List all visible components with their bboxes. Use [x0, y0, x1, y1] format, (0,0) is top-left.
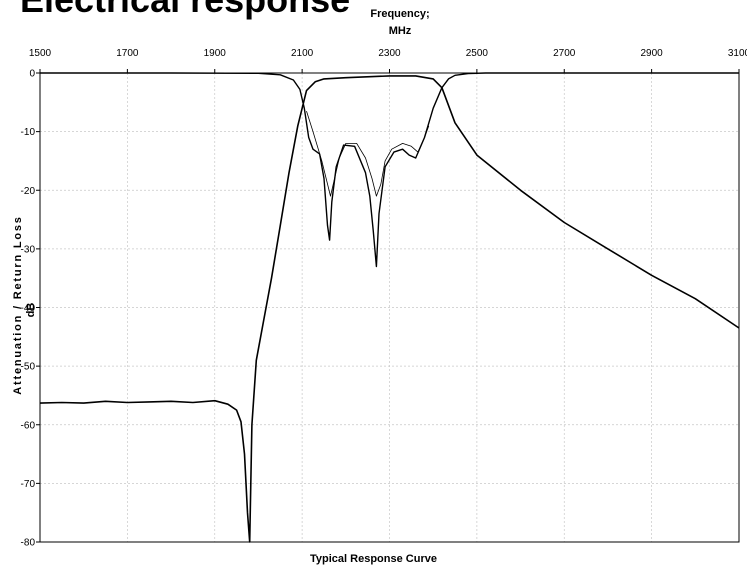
grid — [40, 73, 739, 542]
series-line-1 — [39, 75, 740, 543]
x-axis-label-line1: Frequency; — [370, 8, 430, 20]
chart-caption: Typical Response Curve — [310, 553, 437, 565]
y-tick-label: -70 — [21, 479, 36, 490]
y-tick-label: -30 — [21, 244, 36, 255]
series-lines — [39, 72, 740, 543]
series-line-3 — [306, 110, 430, 197]
x-axis-label: Frequency; MHz — [340, 6, 460, 40]
x-tick-label: 2700 — [553, 48, 576, 59]
x-tick-label: 2100 — [291, 48, 314, 59]
x-tick-label: 1500 — [29, 48, 52, 59]
page-title: Electrical response — [20, 0, 350, 20]
y-tick-label: -10 — [21, 127, 36, 138]
x-tick-label: 2500 — [466, 48, 489, 59]
series-line-2 — [40, 72, 739, 268]
y-tick-label: -60 — [21, 420, 36, 431]
y-tick-label: -40 — [21, 303, 36, 314]
x-tick-label: 1900 — [204, 48, 227, 59]
y-tick-label: -50 — [21, 362, 36, 373]
x-tick-label: 2900 — [641, 48, 664, 59]
y-tick-label: -80 — [21, 538, 36, 549]
x-axis-label-line2: MHz — [388, 25, 412, 37]
y-tick-label: -20 — [21, 186, 36, 197]
x-tick-label: 2300 — [378, 48, 401, 59]
x-tick-label: 1700 — [116, 48, 139, 59]
y-tick-label: 0 — [29, 69, 35, 80]
